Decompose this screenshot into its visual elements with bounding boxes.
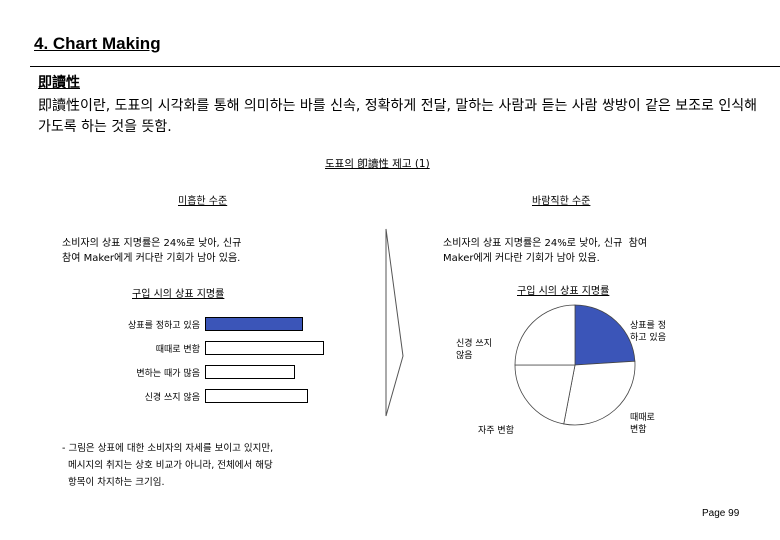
title-divider <box>30 66 780 67</box>
transition-arrow-icon <box>385 228 404 417</box>
bar-label: 신경 쓰지 않음 <box>144 393 200 403</box>
pie-slice <box>514 364 576 425</box>
left-heading: 미흡한 수준 <box>178 196 228 207</box>
page-title: 4. Chart Making <box>34 34 161 53</box>
page-number: Page 99 <box>702 508 740 519</box>
bar <box>205 341 324 355</box>
pie-label-0: 상표를 정 하고 있음 <box>630 321 666 343</box>
left-chart-title: 구입 시의 상표 지명률 <box>132 289 225 300</box>
section-heading: 即讀性 <box>38 75 80 91</box>
pie-slice <box>514 304 576 366</box>
footnote: - 그림은 상표에 대한 소비자의 자세를 보이고 있지만, 메시지의 취지는 … <box>62 443 274 488</box>
pie-label-2: 자주 변함 <box>478 426 514 436</box>
pie-label-3: 신경 쓰지 않음 <box>456 339 492 361</box>
right-message: 소비자의 상표 지명률은 24%로 낮아, 신규 참여 Maker에게 커다란 … <box>443 238 648 264</box>
figure-caption: 도표의 卽讀性 제고 (1) <box>325 158 430 170</box>
bar-label: 변하는 때가 많음 <box>136 369 200 379</box>
pie-slice <box>563 360 636 426</box>
bar <box>205 389 308 403</box>
bar-label: 때때로 변함 <box>155 345 200 355</box>
left-message: 소비자의 상표 지명률은 24%로 낮아, 신규 참여 Maker에게 커다란 … <box>62 238 242 264</box>
pie-slice <box>574 304 636 366</box>
right-heading: 바람직한 수준 <box>532 196 591 207</box>
definition-text: 即讀性이란, 도표의 시각화를 통해 의미하는 바를 신속, 정확하게 전달, … <box>38 98 758 135</box>
bar <box>205 317 304 331</box>
right-chart-title: 구입 시의 상표 지명률 <box>517 286 610 297</box>
bar <box>205 365 296 379</box>
pie-label-1: 때때로 변함 <box>630 413 655 435</box>
pie-chart <box>514 304 636 426</box>
bar-label: 상표를 정하고 있음 <box>128 321 200 331</box>
